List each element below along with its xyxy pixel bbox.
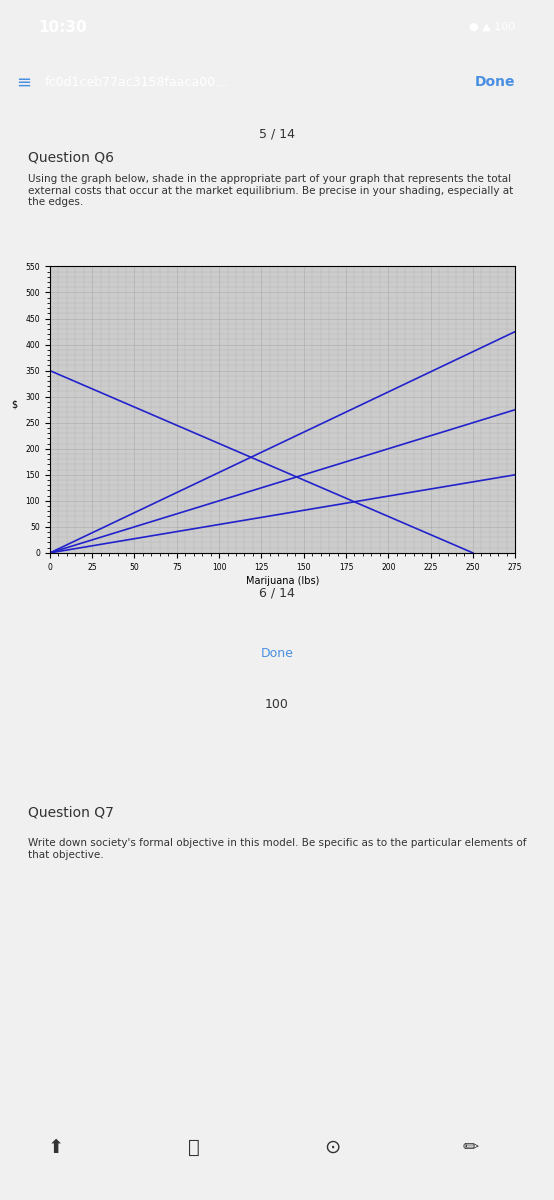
Text: ● ▲ 100: ● ▲ 100 <box>469 22 515 32</box>
X-axis label: Marijuana (lbs): Marijuana (lbs) <box>246 576 319 586</box>
Text: 5 / 14: 5 / 14 <box>259 128 295 140</box>
Text: 100: 100 <box>265 698 289 712</box>
Text: fc0d1ceb77ac3158faaca00...: fc0d1ceb77ac3158faaca00... <box>44 76 228 89</box>
Text: Question Q6: Question Q6 <box>28 151 114 164</box>
Y-axis label: $: $ <box>11 400 18 409</box>
Text: 🔍: 🔍 <box>188 1138 200 1157</box>
Text: Question Q7: Question Q7 <box>28 806 114 820</box>
Text: ⊙: ⊙ <box>324 1138 341 1157</box>
Text: 6 / 14: 6 / 14 <box>259 587 295 599</box>
Text: Done: Done <box>260 647 294 660</box>
Text: Done: Done <box>475 76 515 89</box>
Text: ✏: ✏ <box>463 1138 479 1157</box>
Text: 10:30: 10:30 <box>39 19 88 35</box>
Text: Using the graph below, shade in the appropriate part of your graph that represen: Using the graph below, shade in the appr… <box>28 174 513 208</box>
Text: Write down society's formal objective in this model. Be specific as to the parti: Write down society's formal objective in… <box>28 839 526 860</box>
Text: ≡: ≡ <box>17 73 32 91</box>
Text: ⬆: ⬆ <box>47 1138 64 1157</box>
